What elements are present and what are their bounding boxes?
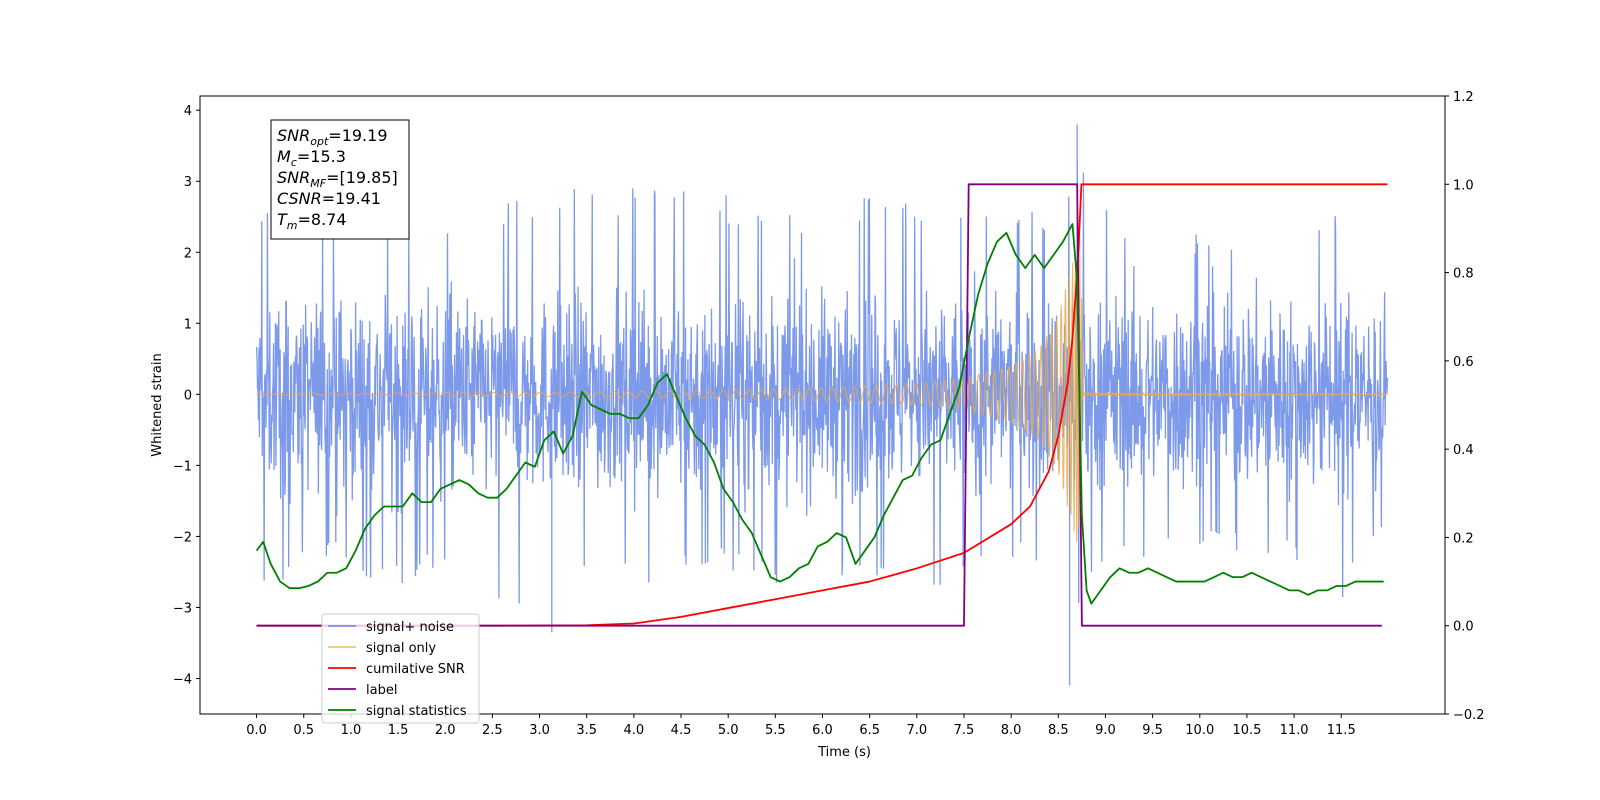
legend-frame	[321, 613, 480, 724]
x-tick-label: 3.5	[576, 723, 597, 738]
x-tick-label: 9.0	[1095, 723, 1116, 738]
stats-line: Tm=8.74	[277, 210, 347, 232]
y2-tick-label: 0.4	[1453, 443, 1474, 458]
y-tick-label: −2	[173, 530, 192, 545]
x-tick-label: 3.0	[529, 723, 550, 738]
x-tick-label: 1.0	[341, 723, 362, 738]
y2-tick-label: 1.2	[1453, 90, 1474, 105]
y-tick-label: −3	[173, 601, 192, 616]
x-tick-label: 0.5	[293, 723, 314, 738]
x-tick-label: 2.5	[482, 723, 503, 738]
stats-annotation-box: SNRopt=19.19Mc=15.3SNRMF=[19.85]CSNR=19.…	[270, 119, 410, 240]
legend-label: signal only	[366, 641, 436, 656]
y2-tick-label: 0.8	[1453, 267, 1474, 282]
y-tick-label: −1	[173, 459, 192, 474]
legend-label: signal+ noise	[366, 620, 454, 635]
x-tick-label: 1.5	[388, 723, 409, 738]
x-tick-label: 7.5	[954, 723, 975, 738]
stats-line: Mc=15.3	[277, 147, 346, 169]
x-tick-label: 6.5	[859, 723, 880, 738]
legend: signal+ noise signal only cumilative SNR la…	[321, 613, 480, 724]
stats-line: CSNR=19.41	[277, 189, 381, 208]
x-tick-label: 9.5	[1142, 723, 1163, 738]
y2-tick-label: 0.6	[1453, 355, 1474, 370]
x-tick-label: 5.0	[718, 723, 739, 738]
y2-tick-label: 0.0	[1453, 620, 1474, 635]
y-tick-label: 3	[184, 175, 192, 190]
series-signal-statistics-line	[255, 223, 1384, 605]
stats-box-frame	[270, 119, 410, 240]
x-tick-label: 10.5	[1232, 723, 1261, 738]
x-axis-title: Time (s)	[817, 745, 871, 760]
legend-label: signal statistics	[366, 704, 467, 719]
x-tick-label: 8.0	[1001, 723, 1022, 738]
y-axis-title: Whitened strain	[150, 353, 165, 456]
x-tick-label: 8.5	[1048, 723, 1069, 738]
y-tick-label: −4	[173, 672, 192, 687]
x-tick-label: 10.0	[1185, 723, 1214, 738]
x-tick-label: 0.0	[246, 723, 267, 738]
x-tick-label: 11.0	[1280, 723, 1309, 738]
x-tick-label: 4.0	[624, 723, 645, 738]
legend-label: cumilative SNR	[366, 662, 465, 677]
y-tick-label: 1	[184, 317, 192, 332]
series-signal-only-line	[256, 235, 1388, 542]
x-tick-label: 2.0	[435, 723, 456, 738]
stats-line: SNRopt=19.19	[277, 126, 388, 148]
stats-line: SNRMF=[19.85]	[277, 168, 398, 190]
x-tick-label: 11.5	[1327, 723, 1356, 738]
y-tick-label: 0	[184, 388, 192, 403]
y-tick-label: 4	[184, 104, 192, 119]
series-label-line	[256, 183, 1382, 627]
plot-area	[255, 124, 1389, 686]
x-tick-label: 5.5	[765, 723, 786, 738]
legend-label: label	[366, 683, 397, 698]
y2-tick-label: 0.2	[1453, 531, 1474, 546]
y2-tick-label: 1.0	[1453, 178, 1474, 193]
x-tick-label: 6.0	[812, 723, 833, 738]
y-tick-label: 2	[184, 246, 192, 261]
y2-tick-label: −0.2	[1453, 708, 1485, 723]
x-tick-label: 7.0	[906, 723, 927, 738]
x-tick-label: 4.5	[671, 723, 692, 738]
axes: 0.0 0.5 1.0 1.5 2.0 2.5 3.0 3.5 4.0 4.5 5.0 5.5 6.0 6…	[150, 90, 1485, 760]
